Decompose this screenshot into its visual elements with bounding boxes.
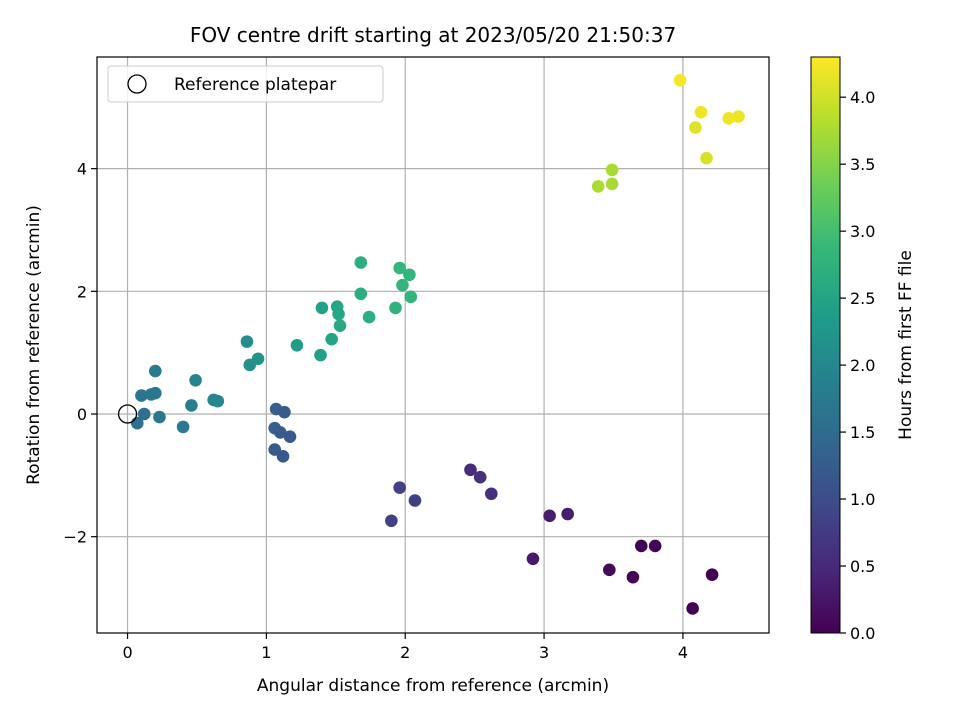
data-point: [189, 373, 202, 387]
colorbar-tick-label: 0.5: [850, 557, 875, 576]
data-point: [464, 463, 477, 477]
data-point: [543, 509, 556, 523]
data-point: [705, 568, 719, 582]
data-point: [276, 450, 290, 463]
x-tick-label: 2: [400, 643, 410, 662]
data-points: [117, 74, 745, 615]
data-point: [325, 332, 338, 346]
data-point: [722, 112, 736, 125]
data-point: [605, 163, 619, 177]
data-point: [149, 386, 162, 400]
data-point: [694, 105, 708, 119]
legend-entry-reference: Reference platepar: [174, 75, 336, 95]
y-axis-label: Rotation from reference (arcmin): [24, 205, 44, 485]
x-tick-label: 0: [122, 643, 132, 662]
data-point: [240, 335, 254, 348]
colorbar-tick-label: 2.0: [850, 356, 875, 375]
x-axis-label: Angular distance from reference (arcmin): [257, 676, 609, 696]
data-point: [561, 507, 574, 521]
y-tick-label: −2: [63, 528, 87, 547]
data-point: [389, 301, 402, 315]
data-point: [137, 407, 151, 421]
colorbar-tick-label: 1.0: [850, 490, 875, 509]
data-point: [473, 470, 487, 484]
data-point: [354, 287, 368, 301]
reference-platepar-marker: [117, 404, 138, 424]
legend: Reference platepar: [107, 65, 384, 103]
data-point: [485, 487, 498, 501]
data-point: [315, 301, 329, 315]
data-point: [605, 177, 619, 191]
data-point: [273, 426, 287, 439]
data-point: [626, 570, 640, 584]
y-tick-label: 2: [77, 282, 87, 301]
chart-title: FOV centre drift starting at 2023/05/20 …: [190, 23, 676, 47]
data-point: [153, 410, 166, 424]
colorbar-tick-label: 4.0: [850, 88, 875, 107]
data-point: [673, 74, 687, 87]
data-point: [732, 110, 745, 123]
data-point: [278, 405, 291, 419]
data-point: [396, 278, 409, 292]
data-point: [185, 399, 198, 412]
colorbar: 0.0 0.5 1.0 1.5 2.0 2.5 3.0 3.5 4.0 Hours from f…: [810, 56, 916, 643]
data-point: [149, 364, 162, 378]
data-point: [408, 494, 422, 507]
data-point: [268, 443, 282, 456]
colorbar-ticks: 0.0 0.5 1.0 1.5 2.0 2.5 3.0 3.5 4.0: [840, 88, 875, 643]
data-point: [403, 268, 416, 282]
data-point: [591, 180, 605, 193]
data-point: [135, 389, 148, 402]
data-point: [393, 481, 406, 494]
data-point: [290, 339, 304, 352]
legend-marker-reference: [127, 74, 147, 94]
colorbar-tick-label: 3.5: [850, 155, 875, 174]
x-tick-label: 3: [539, 643, 549, 662]
y-tick-label: 4: [77, 160, 87, 179]
grid: [97, 57, 769, 633]
colorbar-label: Hours from first FF file: [896, 250, 916, 440]
x-axis-ticks: 0 1 2 3 4: [122, 633, 688, 662]
colorbar-frame: [810, 56, 841, 634]
data-point: [314, 348, 327, 362]
data-point: [332, 307, 345, 321]
data-point: [385, 514, 398, 528]
data-point: [333, 319, 347, 332]
data-point: [362, 310, 376, 324]
data-point: [354, 256, 368, 269]
colorbar-gradient: [811, 57, 840, 633]
data-point: [404, 290, 418, 304]
colorbar-tick-label: 2.5: [850, 289, 875, 308]
plot-area-frame: [96, 56, 770, 634]
y-axis-ticks: −2 0 2 4: [63, 160, 97, 547]
x-tick-label: 1: [261, 643, 271, 662]
y-tick-label: 0: [77, 405, 87, 424]
data-point: [603, 563, 616, 577]
legend-box: [107, 65, 384, 103]
data-point: [634, 539, 648, 553]
colorbar-tick-label: 0.0: [850, 624, 875, 643]
data-point: [393, 261, 406, 275]
data-point: [526, 552, 540, 566]
data-point: [686, 602, 699, 615]
data-point: [211, 394, 225, 408]
data-point: [648, 539, 662, 553]
data-point: [689, 121, 702, 134]
colorbar-tick-label: 1.5: [850, 423, 875, 442]
x-tick-label: 4: [678, 643, 688, 662]
colorbar-tick-label: 3.0: [850, 222, 875, 241]
data-point: [283, 430, 297, 444]
data-point: [176, 420, 190, 434]
data-point: [700, 151, 713, 165]
data-point: [251, 352, 265, 366]
